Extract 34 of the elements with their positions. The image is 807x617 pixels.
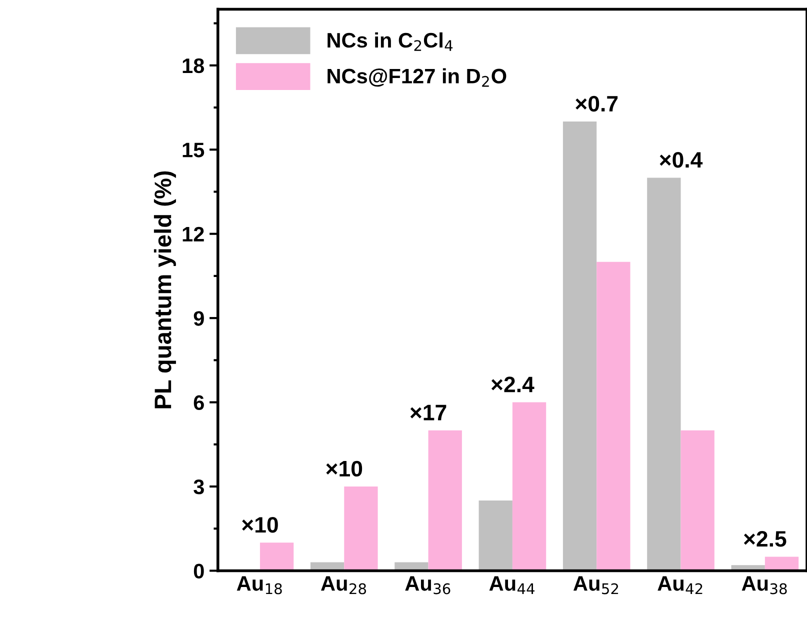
x-tick-label: Au$_{42}$ — [658, 576, 702, 594]
bar — [478, 500, 512, 571]
x-tick-label: Au$_{44}$ — [489, 576, 535, 594]
bar — [512, 402, 546, 571]
annotation: ×17 — [410, 404, 446, 420]
y-tick-label: 18 — [182, 58, 204, 74]
y-tick-label: 12 — [182, 226, 204, 242]
annotation: ×0.4 — [660, 152, 703, 168]
y-tick-label: 15 — [182, 142, 204, 158]
x-tick-label: Au$_{52}$ — [573, 576, 618, 594]
y-tick-label: 3 — [194, 480, 204, 494]
bar — [647, 178, 681, 571]
annotation: ×2.4 — [491, 376, 534, 392]
legend-label: NCs in C$_{2}$Cl$_{4}$ — [328, 32, 453, 51]
annotation: ×2.5 — [744, 531, 786, 547]
x-tick-label: Au$_{36}$ — [405, 576, 450, 594]
y-tick-label: 0 — [194, 564, 204, 578]
y-axis-title: PL quantum yield (%) — [154, 171, 176, 408]
bar — [562, 122, 597, 571]
bar — [764, 556, 799, 571]
bar — [260, 542, 294, 571]
bar — [596, 262, 630, 571]
x-tick-label: Au$_{38}$ — [742, 576, 787, 594]
annotation: ×10 — [242, 516, 278, 533]
bar — [428, 430, 462, 571]
y-tick-label: 9 — [194, 311, 204, 326]
legend-label: NCs@F127 in D$_{2}$O — [328, 68, 506, 87]
bar — [680, 430, 714, 571]
annotation: ×0.7 — [576, 96, 618, 112]
y-tick-label: 6 — [194, 395, 204, 410]
x-tick-label: Au$_{18}$ — [236, 576, 282, 594]
bar — [344, 486, 378, 571]
annotation: ×10 — [326, 460, 362, 477]
x-tick-label: Au$_{28}$ — [321, 576, 366, 594]
